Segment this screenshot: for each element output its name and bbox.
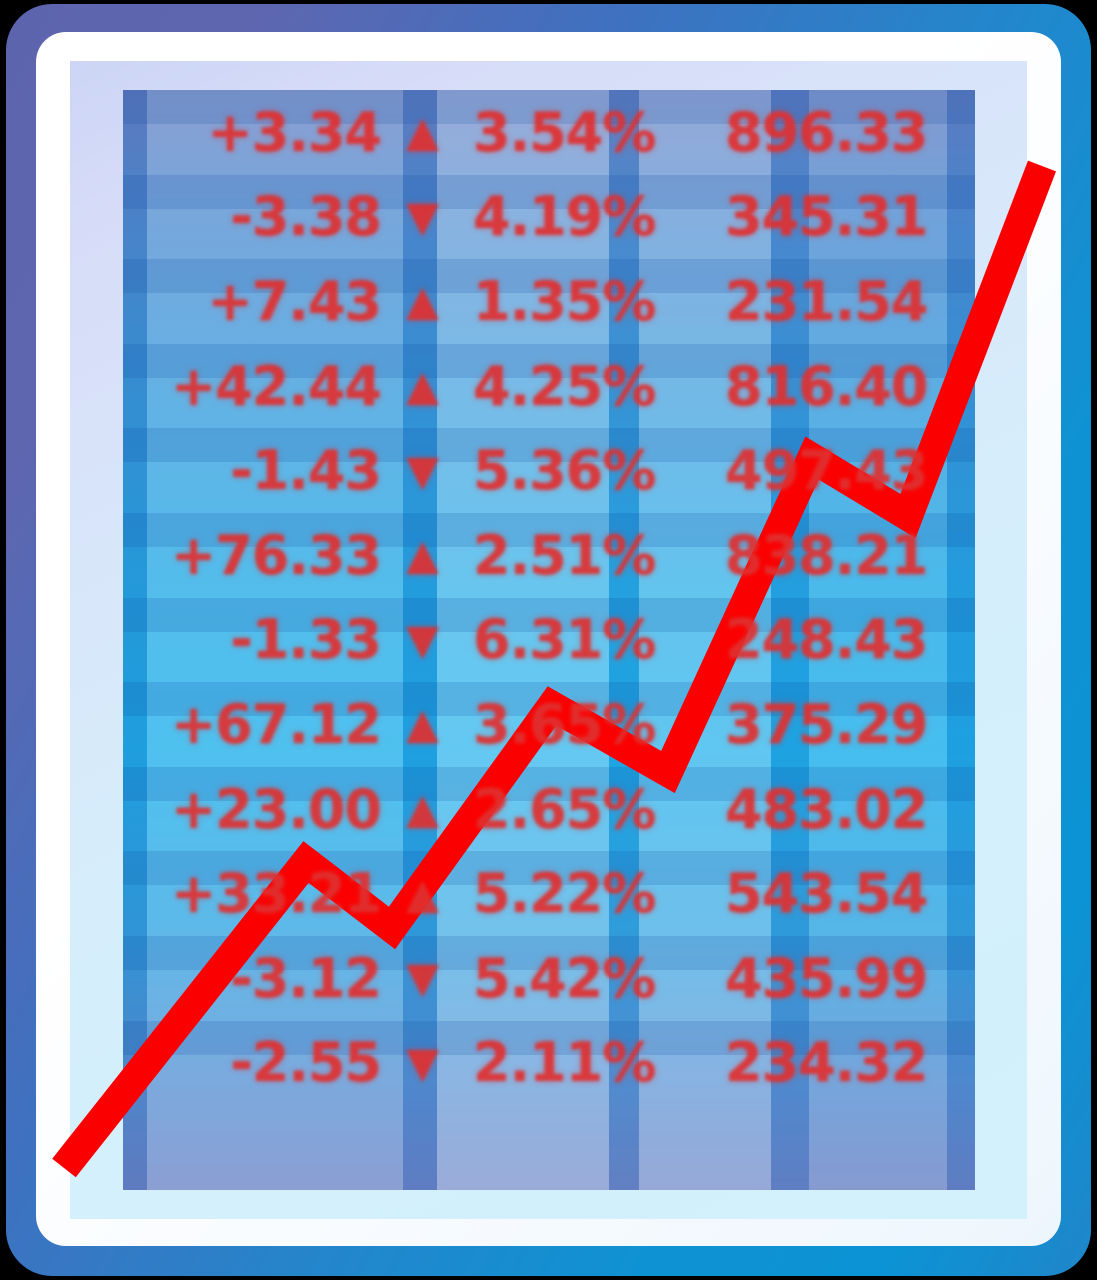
percent-change-value: 2.11% [473,1031,656,1095]
table-row: +76.33 ▲ 2.51% 838.21 [123,512,975,598]
direction-arrow-icon: ▲ [406,361,438,411]
percent-change-value: 1.35% [473,269,656,333]
direction-arrow-icon: ▼ [406,1037,438,1087]
row-stripe [123,90,975,124]
table-row: +7.43 ▲ 1.35% 231.54 [123,259,975,344]
table-row: -2.55 ▼ 2.11% 234.32 [123,1020,975,1106]
price-value: 375.29 [725,692,928,756]
ticker-board: +3.34 ▲ 3.54% 896.33 -3.38 ▼ 4.19% 345.31 +7.43 ▲… [123,90,975,1190]
price-value: 435.99 [725,946,928,1010]
percent-change-value: 5.42% [473,946,656,1010]
price-value: 838.21 [725,523,928,587]
table-row: +23.00 ▲ 2.65% 483.02 [123,766,975,852]
price-value: 483.02 [725,777,928,841]
table-row: +33.21 ▲ 5.22% 543.54 [123,851,975,936]
percent-change-value: 2.65% [473,777,656,841]
table-row: +42.44 ▲ 4.25% 816.40 [123,343,975,429]
price-change-value: +42.44 [170,354,382,418]
price-change-value: +7.43 [207,269,382,333]
direction-arrow-icon: ▼ [406,445,438,495]
table-row: -3.38 ▼ 4.19% 345.31 [123,174,975,260]
direction-arrow-icon: ▲ [406,107,438,157]
direction-arrow-icon: ▼ [406,191,438,241]
price-change-value: -2.55 [230,1031,382,1095]
price-change-value: +23.00 [170,777,382,841]
percent-change-value: 5.22% [473,862,656,926]
price-value: 816.40 [725,354,928,418]
price-change-value: +3.34 [207,100,382,164]
price-value: 896.33 [725,100,928,164]
price-value: 497.43 [725,439,928,503]
price-change-value: -3.12 [230,946,382,1010]
percent-change-value: 4.25% [473,354,656,418]
percent-change-value: 2.51% [473,523,656,587]
table-row: -3.12 ▼ 5.42% 435.99 [123,935,975,1021]
percent-change-value: 6.31% [473,608,656,672]
price-change-value: -1.43 [230,439,382,503]
direction-arrow-icon: ▲ [406,699,438,749]
percent-change-value: 4.19% [473,185,656,249]
price-change-value: +76.33 [170,523,382,587]
table-row: +67.12 ▲ 3.65% 375.29 [123,682,975,767]
direction-arrow-icon: ▲ [406,276,438,326]
table-row: -1.43 ▼ 5.36% 497.43 [123,428,975,513]
price-change-value: +67.12 [170,692,382,756]
table-row: -1.33 ▼ 6.31% 248.43 [123,597,975,683]
price-value: 345.31 [725,185,928,249]
price-value: 234.32 [725,1031,928,1095]
price-value: 231.54 [725,269,928,333]
direction-arrow-icon: ▲ [406,868,438,918]
price-change-value: -3.38 [230,185,382,249]
price-value: 543.54 [725,862,928,926]
percent-change-value: 3.65% [473,692,656,756]
percent-change-value: 5.36% [473,439,656,503]
direction-arrow-icon: ▼ [406,953,438,1003]
table-row: +3.34 ▲ 3.54% 896.33 [123,90,975,175]
percent-change-value: 3.54% [473,100,656,164]
direction-arrow-icon: ▲ [406,784,438,834]
direction-arrow-icon: ▼ [406,614,438,664]
price-change-value: -1.33 [230,608,382,672]
price-change-value: +33.21 [170,862,382,926]
price-value: 248.43 [725,608,928,672]
ticker-row-list: +3.34 ▲ 3.54% 896.33 -3.38 ▼ 4.19% 345.31 +7.43 ▲… [123,90,975,1190]
direction-arrow-icon: ▲ [406,530,438,580]
